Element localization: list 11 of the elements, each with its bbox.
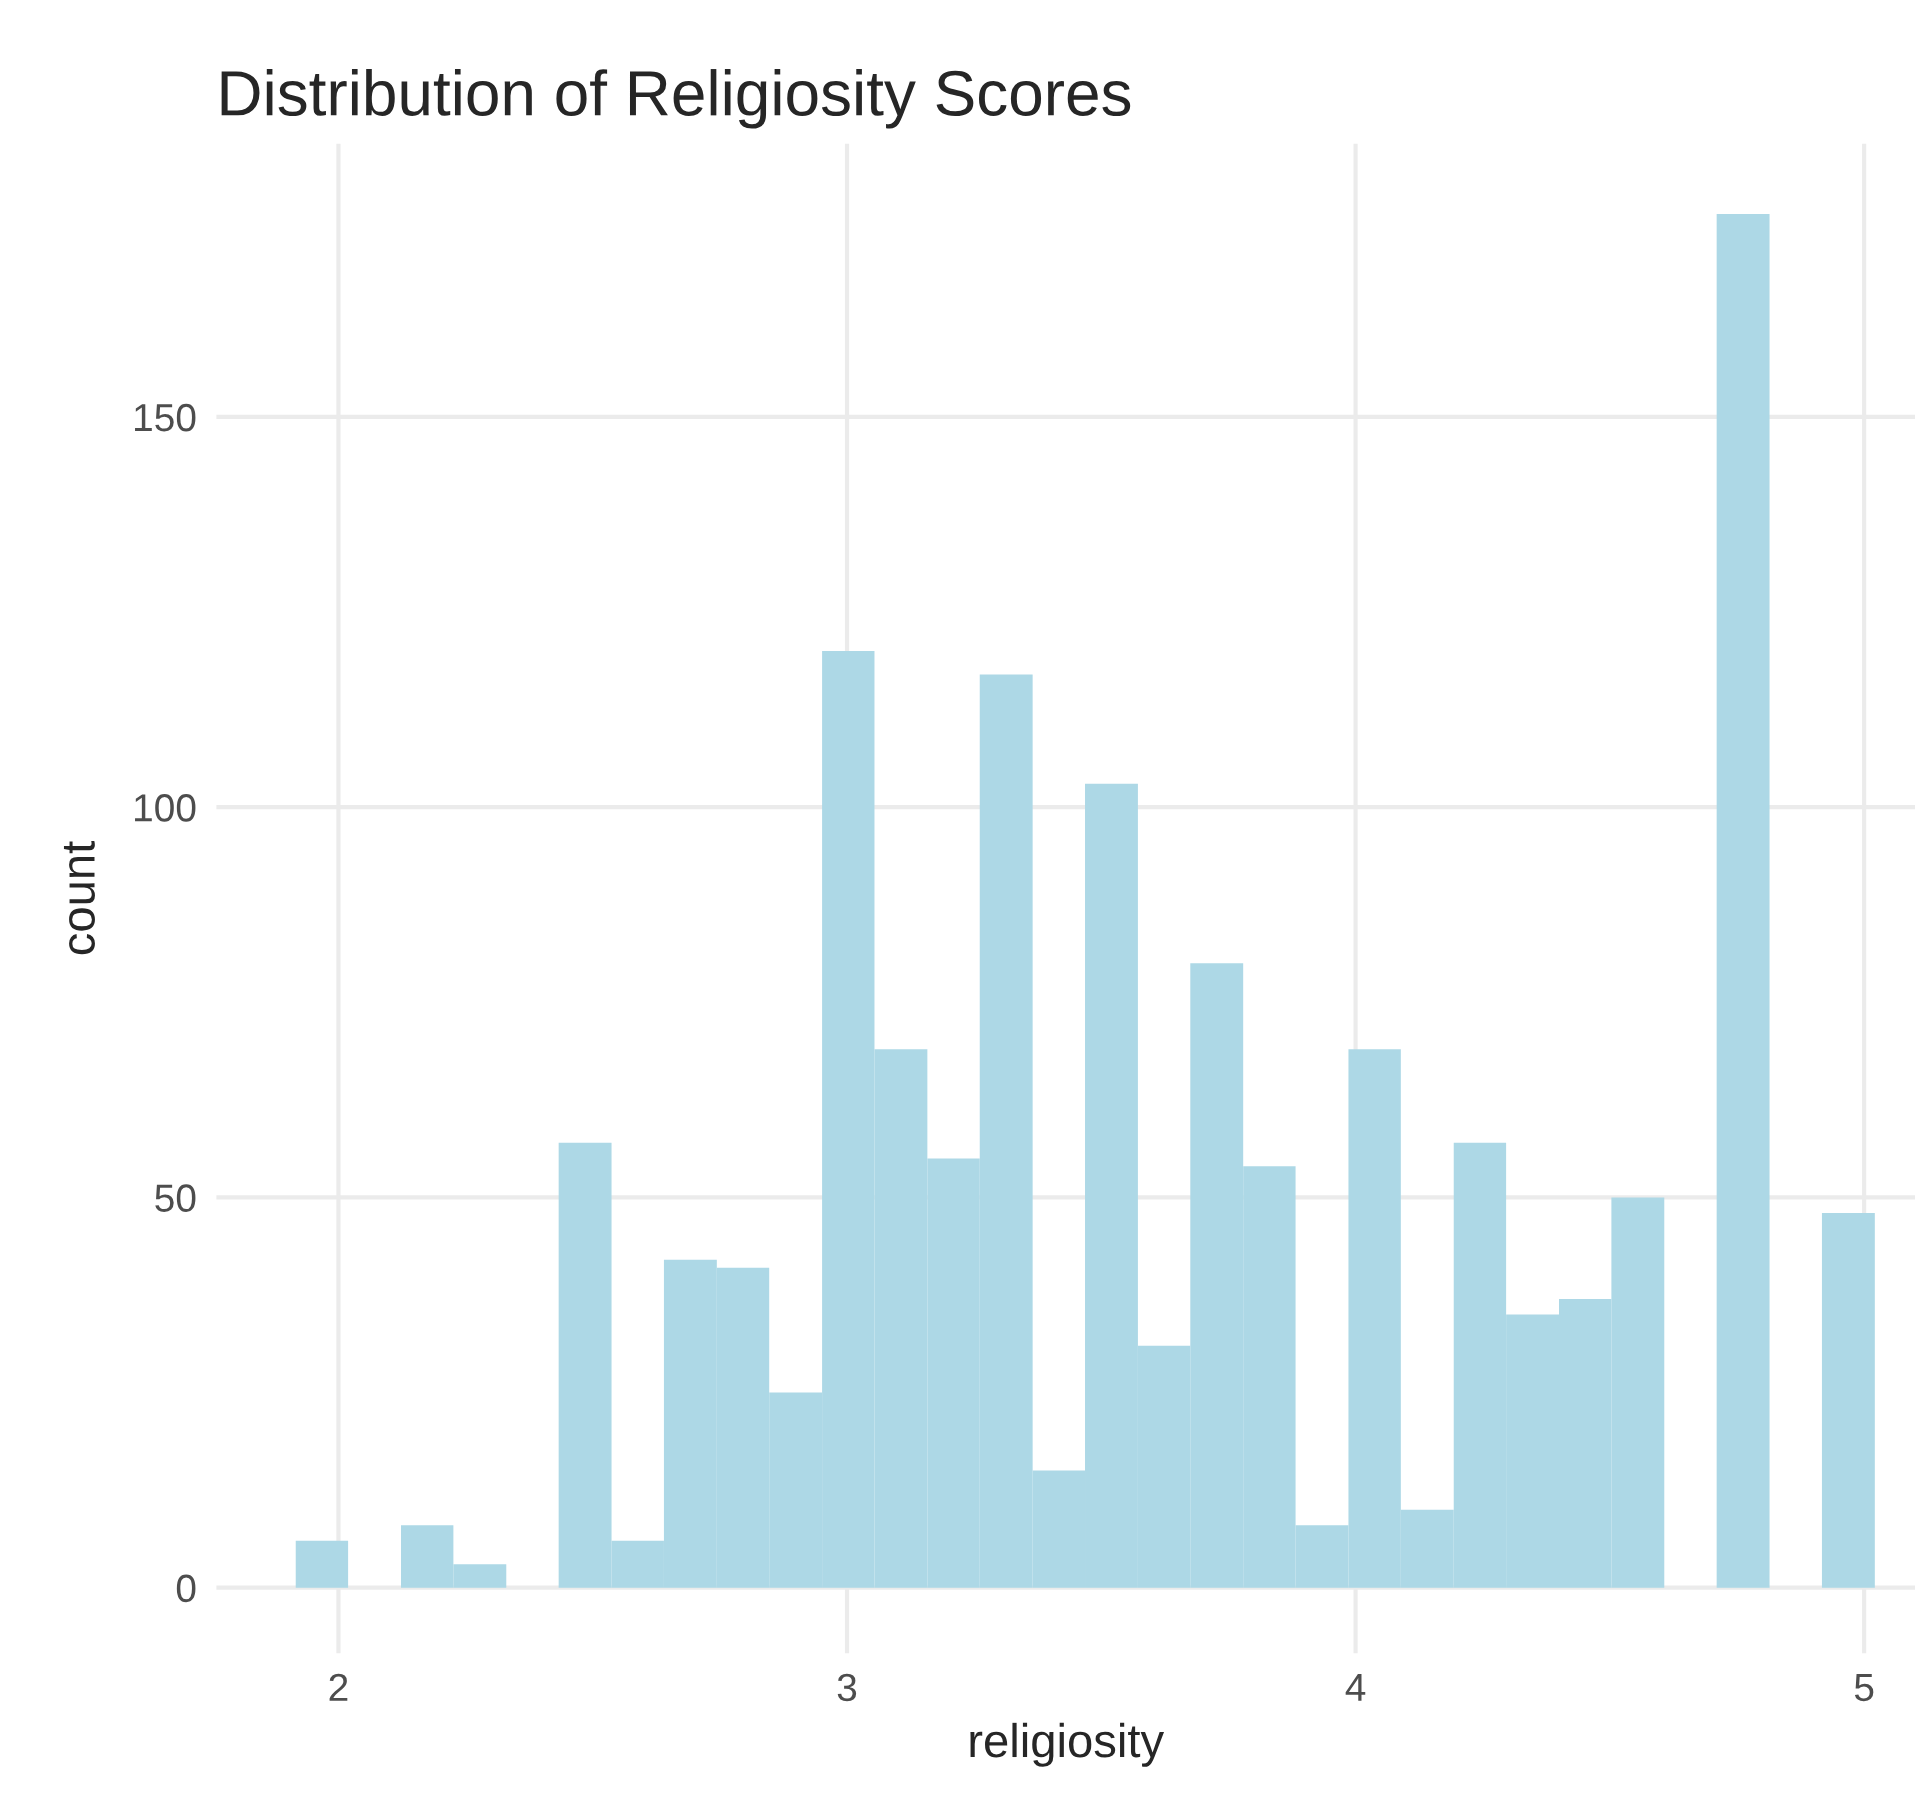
chart-title: Distribution of Religiosity Scores (221, 69, 1131, 129)
y-tick-label: 0 (176, 1574, 196, 1603)
y-tick-label: 100 (135, 794, 196, 822)
x-axis-title: religiosity (970, 1722, 1165, 1767)
x-tick-label: 3 (837, 1673, 857, 1702)
x-tick-label: 5 (1854, 1674, 1874, 1702)
x-tick-label: 4 (1345, 1674, 1366, 1701)
y-axis-title: count (63, 841, 95, 955)
x-tick-label: 2 (329, 1673, 348, 1701)
y-tick-label: 150 (135, 403, 196, 432)
y-tick-label: 50 (155, 1184, 196, 1212)
